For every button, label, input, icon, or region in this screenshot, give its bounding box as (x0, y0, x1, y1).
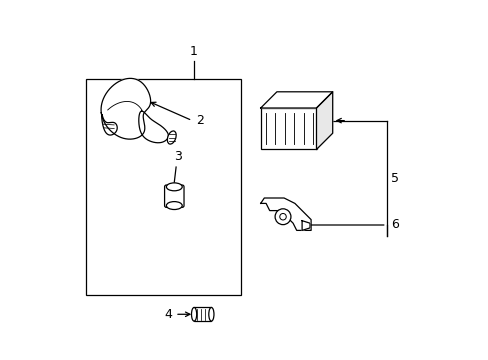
Polygon shape (260, 92, 332, 108)
Text: 3: 3 (174, 150, 182, 163)
Bar (86, 79, 241, 295)
FancyBboxPatch shape (164, 185, 183, 207)
Polygon shape (101, 78, 150, 139)
Polygon shape (139, 111, 168, 143)
Ellipse shape (166, 183, 182, 191)
Polygon shape (302, 221, 309, 230)
Polygon shape (316, 92, 332, 149)
Text: 5: 5 (390, 172, 398, 185)
Text: 1: 1 (190, 45, 198, 58)
Circle shape (275, 209, 290, 225)
Text: 2: 2 (196, 114, 203, 127)
Text: 6: 6 (390, 219, 398, 231)
Ellipse shape (167, 131, 176, 144)
Bar (260, 108, 316, 149)
Ellipse shape (191, 307, 196, 321)
Polygon shape (102, 114, 117, 135)
Bar (194, 307, 211, 321)
Circle shape (279, 213, 285, 220)
Ellipse shape (208, 307, 214, 321)
Polygon shape (260, 198, 310, 230)
Ellipse shape (166, 202, 182, 210)
Text: 4: 4 (164, 308, 172, 321)
